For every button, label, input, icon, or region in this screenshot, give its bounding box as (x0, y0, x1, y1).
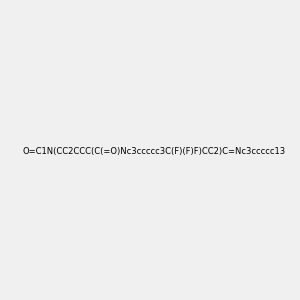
Text: O=C1N(CC2CCC(C(=O)Nc3ccccc3C(F)(F)F)CC2)C=Nc3ccccc13: O=C1N(CC2CCC(C(=O)Nc3ccccc3C(F)(F)F)CC2)… (22, 147, 285, 156)
